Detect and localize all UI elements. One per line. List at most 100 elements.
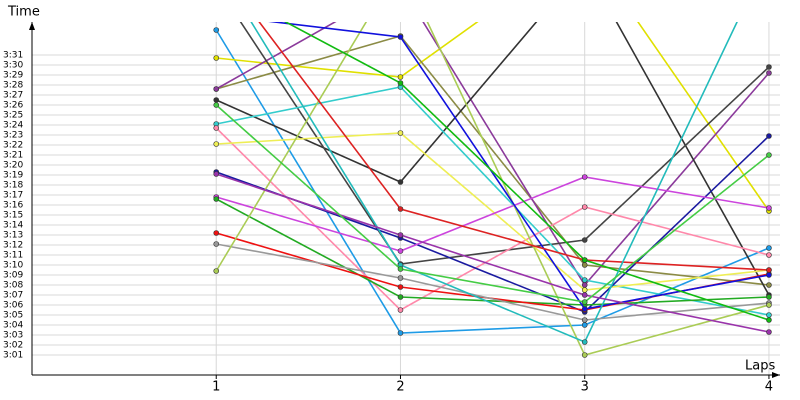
data-point <box>213 27 220 33</box>
data-point <box>581 204 588 210</box>
y-tick-label: 3:09 <box>3 271 23 281</box>
data-point <box>397 330 404 336</box>
y-tick-label: 3:01 <box>3 351 23 361</box>
series-line <box>215 29 770 334</box>
y-tick-label: 3:22 <box>3 141 23 151</box>
series-line <box>215 173 770 333</box>
y-tick-label: 3:14 <box>3 221 23 231</box>
series-line <box>216 132 770 291</box>
y-tick-label: 3:26 <box>3 101 23 111</box>
data-point <box>581 257 588 263</box>
y-tick-label: 3:08 <box>3 281 23 291</box>
data-point <box>397 130 404 136</box>
data-point <box>766 294 772 300</box>
data-point <box>213 97 220 103</box>
y-tick-label: 3:29 <box>3 71 23 81</box>
data-point <box>581 237 588 243</box>
data-point <box>213 86 220 92</box>
y-tick-label: 3:28 <box>3 81 23 91</box>
y-tick-label: 3:13 <box>3 231 23 241</box>
data-point <box>397 232 404 238</box>
data-point <box>213 141 220 147</box>
data-point <box>581 306 588 312</box>
data-point <box>766 302 772 308</box>
y-tick-label: 3:23 <box>3 131 23 141</box>
data-point <box>397 206 404 212</box>
data-point <box>397 275 404 281</box>
y-tick-label: 3:02 <box>3 341 23 351</box>
data-point <box>397 294 404 300</box>
data-point <box>766 272 772 278</box>
y-tick-label: 3:16 <box>3 201 23 211</box>
data-point <box>766 245 772 251</box>
series-line <box>215 104 770 303</box>
y-tick-label: 3:31 <box>3 51 23 61</box>
y-tick-label: 3:06 <box>3 301 23 311</box>
data-point <box>766 317 772 323</box>
data-point <box>581 322 588 328</box>
data-point <box>766 64 772 70</box>
data-point <box>581 174 588 180</box>
data-point <box>766 329 772 335</box>
data-point <box>581 299 588 305</box>
series-line <box>239 22 770 265</box>
x-tick-label: 4 <box>765 380 773 395</box>
data-point <box>766 205 772 211</box>
data-point <box>766 70 772 76</box>
data-point <box>766 312 772 318</box>
data-point <box>397 74 404 80</box>
series-line <box>215 22 770 287</box>
y-tick-label: 3:21 <box>3 151 23 161</box>
data-point <box>213 171 220 177</box>
y-tick-label: 3:15 <box>3 211 23 221</box>
series-line <box>284 22 770 321</box>
data-point <box>397 248 404 254</box>
data-point <box>213 55 220 61</box>
data-point <box>213 102 220 108</box>
y-tick-label: 3:07 <box>3 291 23 301</box>
data-point <box>214 13 219 18</box>
series-line <box>216 243 770 321</box>
x-axis-arrow <box>772 372 780 378</box>
y-tick-label: 3:18 <box>3 181 23 191</box>
data-point <box>397 80 404 86</box>
series-line <box>250 22 738 344</box>
series-line <box>215 198 769 306</box>
series-line <box>215 22 770 356</box>
y-tick-label: 3:04 <box>3 321 23 331</box>
data-point <box>766 133 772 139</box>
data-point <box>397 284 404 290</box>
y-tick-label: 3:19 <box>3 171 23 181</box>
series-line <box>216 22 770 212</box>
data-point <box>213 241 220 247</box>
data-point <box>213 268 220 274</box>
data-point <box>397 307 404 313</box>
y-tick-label: 3:10 <box>3 261 23 271</box>
y-tick-label: 3:03 <box>3 331 23 341</box>
data-point <box>581 262 588 268</box>
data-point <box>213 196 220 202</box>
data-point <box>581 339 588 345</box>
series-line <box>216 86 770 316</box>
y-axis-title: Time <box>7 5 40 20</box>
data-point <box>581 317 588 323</box>
data-point <box>766 267 772 273</box>
series-line <box>216 35 770 286</box>
y-tick-label: 3:11 <box>3 251 23 261</box>
data-point <box>213 125 220 131</box>
x-tick-label: 3 <box>581 380 589 395</box>
x-axis-title: Laps <box>745 359 775 374</box>
data-point <box>581 287 588 293</box>
y-tick-label: 3:24 <box>3 121 23 131</box>
y-tick-label: 3:12 <box>3 241 23 251</box>
data-point <box>581 277 588 283</box>
y-tick-label: 3:27 <box>3 91 23 101</box>
y-tick-label: 3:20 <box>3 161 23 171</box>
y-tick-label: 3:25 <box>3 111 23 121</box>
data-point <box>581 352 588 358</box>
series-line <box>258 22 769 271</box>
y-tick-label: 3:30 <box>3 61 23 71</box>
series-line <box>215 127 770 311</box>
data-point <box>766 152 772 158</box>
